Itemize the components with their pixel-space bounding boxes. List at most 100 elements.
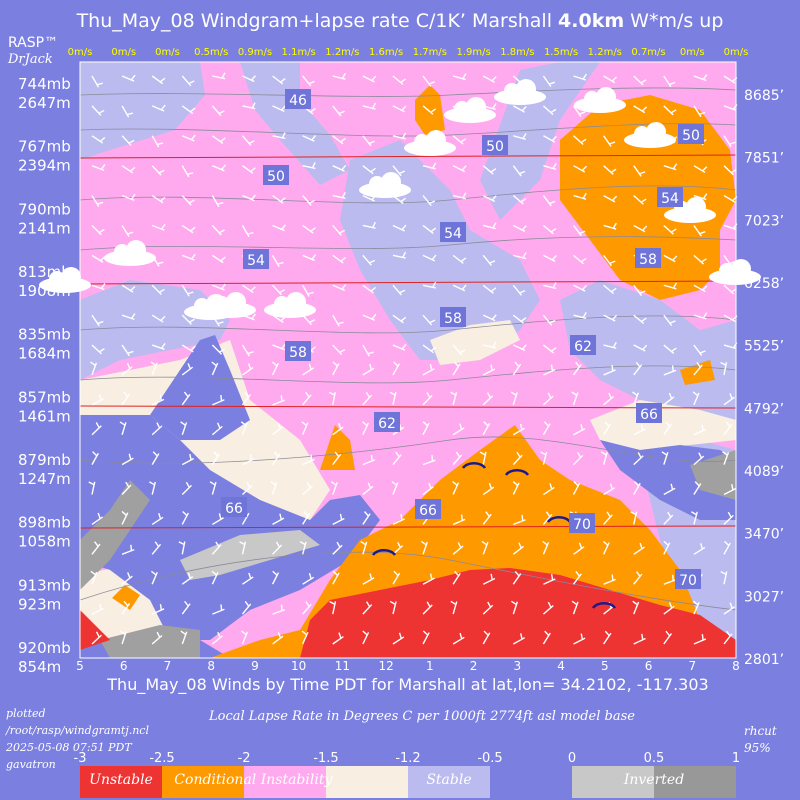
wind-barb xyxy=(633,105,646,114)
wind-barb xyxy=(242,165,254,174)
wind-barb-flag xyxy=(604,421,610,427)
wind-barb xyxy=(272,426,284,436)
wind-barb xyxy=(603,605,615,615)
wind-barb-flag xyxy=(726,630,731,637)
legend-category-label: Conditional Instability xyxy=(174,772,333,788)
wind-barb xyxy=(181,393,191,406)
wind-barb-flag xyxy=(299,541,306,546)
rasp-label: RASP™ xyxy=(8,35,58,51)
wind-barb xyxy=(572,573,582,585)
wind-barb xyxy=(272,517,285,526)
wind-barb xyxy=(452,75,466,81)
wind-barb-flag xyxy=(731,483,734,491)
wind-barb-flag xyxy=(130,193,136,200)
wstar-label: 1.5m/s xyxy=(544,47,578,58)
wind-barb xyxy=(452,135,464,145)
wind-barb xyxy=(603,514,613,525)
region-orange-left-small xyxy=(320,425,355,470)
wind-barb xyxy=(603,284,615,295)
wind-barb xyxy=(482,194,496,203)
pressure-label: 898mb xyxy=(18,514,71,532)
wind-barb-flag xyxy=(281,132,286,139)
wind-barb xyxy=(693,194,707,201)
wind-barb xyxy=(271,481,278,495)
wind-barb-flag xyxy=(578,542,583,549)
wind-barb xyxy=(302,195,312,206)
wind-barb xyxy=(573,75,587,81)
cloud-icon xyxy=(404,130,456,156)
wind-barb-flag xyxy=(158,169,165,174)
wind-barb xyxy=(663,452,669,465)
wind-barb xyxy=(633,224,646,233)
wind-barb-flag xyxy=(432,281,437,288)
wind-barb-flag xyxy=(641,633,644,640)
wind-barb-flag xyxy=(337,321,344,325)
wind-barb-flag xyxy=(727,511,732,518)
wind-barb-flag xyxy=(370,167,376,173)
temperature-label-box xyxy=(569,513,595,533)
wind-barb-flag xyxy=(609,483,613,490)
wind-barb-flag xyxy=(161,342,166,349)
wind-barb-flag xyxy=(552,162,557,169)
wind-barb xyxy=(181,512,190,525)
wind-barb xyxy=(452,601,458,615)
wind-barb xyxy=(181,366,194,376)
wind-barb-flag xyxy=(157,261,164,265)
wind-barb xyxy=(272,635,284,645)
wind-barb-flag xyxy=(639,290,646,294)
wind-barb xyxy=(332,165,345,172)
x-tick-label: 7 xyxy=(164,659,172,673)
wind-barb-flag xyxy=(459,423,463,430)
wind-barb xyxy=(693,225,702,237)
wind-barb-flag xyxy=(580,257,587,263)
wind-barb-flag xyxy=(460,514,464,521)
wind-barb xyxy=(483,344,497,349)
wind-barb-flag xyxy=(547,601,552,608)
wind-barb-flag xyxy=(540,451,547,456)
x-tick-label: 11 xyxy=(335,659,350,673)
wind-barb xyxy=(542,75,552,88)
wind-barb-flag xyxy=(328,391,335,396)
wind-barb-flag xyxy=(701,424,704,431)
temperature-label-box xyxy=(657,187,683,207)
wind-barb xyxy=(392,254,406,259)
wind-barb-flag xyxy=(670,228,677,233)
wind-barb xyxy=(332,601,337,615)
wind-barb xyxy=(211,344,223,355)
wind-barb xyxy=(181,314,192,325)
wind-barb xyxy=(693,546,706,555)
wind-barb-flag xyxy=(700,543,704,550)
wind-barb xyxy=(121,631,127,645)
wind-barb-flag xyxy=(640,198,647,203)
wind-barb xyxy=(181,75,192,87)
wind-barb xyxy=(272,544,283,555)
plotted-line: 2025-05-08 07:51 PDT xyxy=(5,741,133,754)
wind-barb-flag xyxy=(724,540,730,547)
wind-barb-flag xyxy=(611,574,614,581)
wind-barb xyxy=(91,254,104,263)
wind-barb-flag xyxy=(367,482,372,489)
wind-barb xyxy=(513,344,526,352)
wind-barb-flag xyxy=(428,482,432,489)
wind-barb-flag xyxy=(100,164,106,170)
wind-barb xyxy=(693,364,703,376)
wind-barb-flag xyxy=(431,254,437,261)
wind-barb-flag xyxy=(518,542,522,549)
wind-barb-flag xyxy=(341,72,347,79)
wind-barb-flag xyxy=(454,570,460,577)
plot-area: 46 50 50 50 54 54 54 58 58 58 62 62 66 66 66 70 70 xyxy=(39,61,761,659)
wind-barb-flag xyxy=(332,570,339,576)
wind-barb-flag xyxy=(336,541,341,548)
wind-barb xyxy=(633,314,645,325)
wind-barb xyxy=(212,75,226,80)
wind-barb xyxy=(302,631,309,645)
wind-barb-flag xyxy=(672,282,678,289)
wind-barb-flag xyxy=(189,453,192,461)
wind-barb-flag xyxy=(430,346,437,352)
wind-barb-flag xyxy=(699,231,706,235)
wind-barb-flag xyxy=(90,361,96,367)
wind-barb xyxy=(663,514,674,525)
wind-barb-flag xyxy=(492,222,497,229)
wind-barb xyxy=(272,75,284,85)
wind-barb xyxy=(392,572,401,585)
